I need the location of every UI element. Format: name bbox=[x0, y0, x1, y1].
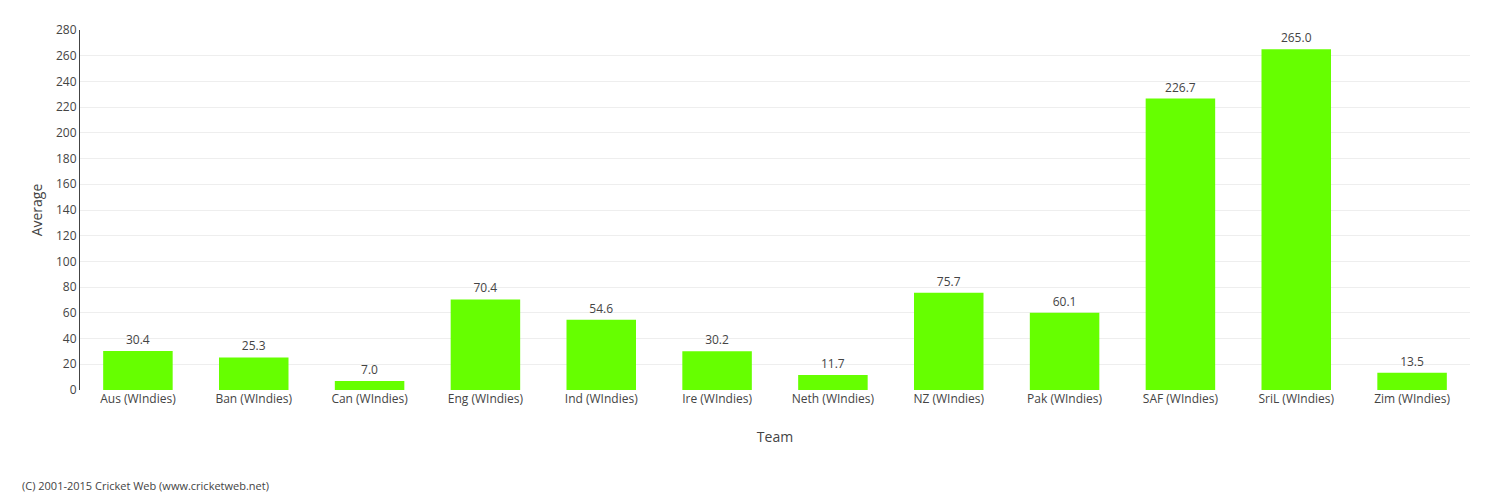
svg-text:30.4: 30.4 bbox=[126, 331, 150, 348]
svg-text:100: 100 bbox=[56, 253, 77, 270]
svg-text:0: 0 bbox=[70, 381, 77, 398]
svg-text:Pak (WIndies): Pak (WIndies) bbox=[1027, 390, 1102, 407]
svg-text:30.2: 30.2 bbox=[705, 331, 729, 348]
svg-text:200: 200 bbox=[56, 124, 77, 141]
svg-text:180: 180 bbox=[56, 150, 77, 167]
svg-text:Average: Average bbox=[27, 184, 46, 237]
svg-text:Ind (WIndies): Ind (WIndies) bbox=[565, 390, 638, 407]
svg-text:NZ (WIndies): NZ (WIndies) bbox=[913, 390, 984, 407]
svg-text:Zim (WIndies): Zim (WIndies) bbox=[1374, 390, 1450, 407]
svg-text:SriL (WIndies): SriL (WIndies) bbox=[1258, 390, 1334, 407]
svg-text:Aus (WIndies): Aus (WIndies) bbox=[100, 390, 176, 407]
svg-text:Team: Team bbox=[757, 427, 793, 446]
svg-text:160: 160 bbox=[56, 175, 77, 192]
svg-text:265.0: 265.0 bbox=[1281, 29, 1312, 46]
svg-text:20: 20 bbox=[63, 355, 77, 372]
svg-text:80: 80 bbox=[63, 278, 77, 295]
svg-text:60: 60 bbox=[63, 304, 77, 321]
svg-text:Ire (WIndies): Ire (WIndies) bbox=[682, 390, 752, 407]
svg-text:70.4: 70.4 bbox=[473, 279, 497, 296]
svg-text:240: 240 bbox=[56, 73, 77, 90]
svg-text:40: 40 bbox=[63, 330, 77, 347]
svg-text:Eng (WIndies): Eng (WIndies) bbox=[448, 390, 524, 407]
svg-text:Ban (WIndies): Ban (WIndies) bbox=[215, 390, 292, 407]
svg-text:(C) 2001-2015 Cricket Web (www: (C) 2001-2015 Cricket Web (www.cricketwe… bbox=[22, 478, 269, 493]
svg-text:54.6: 54.6 bbox=[589, 300, 613, 317]
svg-text:120: 120 bbox=[56, 227, 77, 244]
svg-text:220: 220 bbox=[56, 98, 77, 115]
svg-text:SAF (WIndies): SAF (WIndies) bbox=[1143, 390, 1219, 407]
svg-text:260: 260 bbox=[56, 47, 77, 64]
svg-text:226.7: 226.7 bbox=[1165, 79, 1196, 96]
svg-text:25.3: 25.3 bbox=[242, 337, 266, 354]
svg-text:7.0: 7.0 bbox=[361, 361, 378, 378]
svg-text:Neth (WIndies): Neth (WIndies) bbox=[792, 390, 875, 407]
svg-text:11.7: 11.7 bbox=[821, 355, 845, 372]
svg-text:60.1: 60.1 bbox=[1053, 293, 1077, 310]
svg-text:Can (WIndies): Can (WIndies) bbox=[331, 390, 408, 407]
svg-text:75.7: 75.7 bbox=[937, 273, 961, 290]
svg-text:280: 280 bbox=[56, 21, 77, 38]
svg-text:140: 140 bbox=[56, 201, 77, 218]
svg-text:13.5: 13.5 bbox=[1400, 353, 1424, 370]
